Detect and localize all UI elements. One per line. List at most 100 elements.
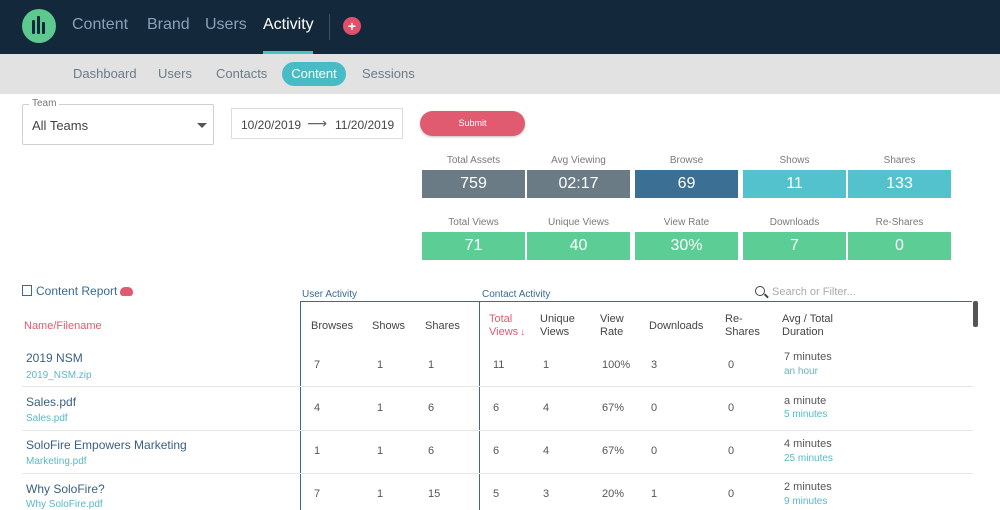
solofire-logo-icon[interactable] bbox=[22, 9, 56, 43]
search-icon[interactable] bbox=[755, 286, 765, 296]
top-navigation-bar: Content Brand Users Activity + bbox=[0, 0, 1000, 54]
cell-browses: 7 bbox=[314, 488, 321, 500]
team-select[interactable]: Team All Teams bbox=[22, 98, 214, 145]
stat-view-rate: 30% bbox=[635, 232, 738, 260]
asset-name-link[interactable]: Why SoloFire? bbox=[26, 482, 105, 496]
submit-button[interactable]: Submit bbox=[420, 111, 525, 136]
stat-shows: 11 bbox=[743, 170, 846, 198]
cell-view-rate: 67% bbox=[602, 402, 625, 414]
table-scrollbar[interactable] bbox=[973, 301, 978, 327]
cell-downloads: 0 bbox=[651, 402, 658, 414]
chevron-down-icon bbox=[197, 123, 207, 128]
nav-divider bbox=[329, 14, 330, 40]
cloud-download-icon[interactable] bbox=[120, 287, 133, 296]
asset-filename-link[interactable]: Marketing.pdf bbox=[26, 456, 87, 467]
row-divider bbox=[22, 430, 973, 431]
date-end[interactable]: 11/20/2019 bbox=[335, 118, 395, 132]
search-input[interactable] bbox=[772, 284, 972, 300]
col-view-rate-line2: Rate bbox=[600, 326, 624, 338]
cell-total-duration: 25 minutes bbox=[784, 453, 833, 464]
stat-label-browse: Browse bbox=[669, 155, 704, 166]
col-browses[interactable]: Browses bbox=[311, 320, 354, 332]
stat-label-total-assets: Total Assets bbox=[446, 155, 501, 166]
cell-total-views: 11 bbox=[493, 359, 505, 371]
cell-browses: 4 bbox=[314, 402, 321, 414]
cell-shares: 6 bbox=[428, 445, 435, 457]
asset-name-link[interactable]: 2019 NSM bbox=[26, 351, 83, 365]
cell-reshares: 0 bbox=[728, 445, 735, 457]
asset-filename-link[interactable]: 2019_NSM.zip bbox=[26, 370, 92, 381]
cell-view-rate: 67% bbox=[602, 445, 625, 457]
stat-label-view-rate: View Rate bbox=[663, 217, 710, 228]
add-button[interactable]: + bbox=[343, 17, 361, 35]
col-downloads[interactable]: Downloads bbox=[649, 320, 704, 332]
cell-reshares: 0 bbox=[728, 402, 735, 414]
col-shares[interactable]: Shares bbox=[425, 320, 460, 332]
topnav-users[interactable]: Users bbox=[205, 16, 247, 33]
cell-browses: 1 bbox=[314, 445, 321, 457]
report-title-text: Content Report bbox=[36, 284, 118, 298]
sort-descending-icon: ↓ bbox=[520, 327, 526, 338]
subnav-sessions[interactable]: Sessions bbox=[362, 66, 415, 81]
stat-label-total-views: Total Views bbox=[448, 217, 499, 228]
cell-shows: 1 bbox=[377, 359, 384, 371]
col-total-views-line2: Views bbox=[489, 326, 519, 338]
user-activity-divider bbox=[300, 301, 301, 510]
table-header-divider bbox=[300, 301, 972, 302]
col-duration-line1: Avg / Total bbox=[782, 313, 833, 325]
stat-label-avg-viewing: Avg Viewing bbox=[551, 155, 606, 166]
asset-filename-link[interactable]: Sales.pdf bbox=[26, 413, 68, 424]
row-divider bbox=[22, 473, 973, 474]
team-value: All Teams bbox=[32, 118, 89, 133]
stat-reshares: 0 bbox=[848, 232, 951, 260]
col-unique-line1: Unique bbox=[540, 313, 575, 325]
topnav-brand[interactable]: Brand bbox=[147, 16, 190, 33]
col-shows[interactable]: Shows bbox=[372, 320, 406, 332]
col-total-views-line1: Total bbox=[489, 313, 513, 325]
subnav-users[interactable]: Users bbox=[158, 66, 192, 81]
cell-unique-views: 4 bbox=[543, 402, 550, 414]
asset-name-link[interactable]: Sales.pdf bbox=[26, 395, 77, 409]
col-reshares[interactable]: Re- Shares bbox=[725, 313, 760, 339]
col-view-rate[interactable]: View Rate bbox=[600, 313, 624, 339]
cell-downloads: 1 bbox=[651, 488, 658, 500]
cell-unique-views: 4 bbox=[543, 445, 550, 457]
cell-shows: 1 bbox=[377, 402, 384, 414]
col-duration[interactable]: Avg / Total Duration bbox=[782, 313, 833, 339]
date-range-picker[interactable]: 10/20/2019 ⟶ 11/20/2019 bbox=[231, 108, 403, 139]
cell-view-rate: 20% bbox=[602, 488, 625, 500]
cell-total-duration: 5 minutes bbox=[784, 409, 828, 420]
cell-shows: 1 bbox=[377, 488, 384, 500]
topnav-content[interactable]: Content bbox=[72, 16, 129, 33]
date-start[interactable]: 10/20/2019 bbox=[241, 118, 302, 132]
stat-unique-views: 40 bbox=[527, 232, 630, 260]
col-unique-views[interactable]: Unique Views bbox=[540, 313, 575, 339]
col-view-rate-line1: View bbox=[600, 313, 624, 325]
cell-browses: 7 bbox=[314, 359, 321, 371]
cell-shares: 15 bbox=[428, 488, 441, 500]
stat-shares: 133 bbox=[848, 170, 951, 198]
asset-name-link[interactable]: SoloFire Empowers Marketing bbox=[26, 438, 187, 452]
cell-downloads: 0 bbox=[651, 445, 658, 457]
col-reshares-line1: Re- bbox=[725, 313, 743, 325]
stat-label-unique-views: Unique Views bbox=[548, 217, 609, 228]
stat-total-assets: 759 bbox=[422, 170, 525, 198]
cell-avg-duration: 4 minutes bbox=[784, 438, 832, 450]
subnav-dashboard[interactable]: Dashboard bbox=[73, 66, 137, 81]
stat-label-downloads: Downloads bbox=[769, 217, 820, 228]
cell-total-duration: 9 minutes bbox=[784, 496, 828, 507]
cell-shows: 1 bbox=[377, 445, 384, 457]
col-unique-line2: Views bbox=[540, 326, 570, 338]
stat-downloads: 7 bbox=[743, 232, 846, 260]
asset-filename-link[interactable]: Why SoloFire.pdf bbox=[26, 499, 103, 510]
cell-shares: 1 bbox=[428, 359, 435, 371]
arrow-right-icon: ⟶ bbox=[307, 115, 328, 131]
col-total-views[interactable]: Total Views ↓ bbox=[489, 313, 525, 339]
cell-downloads: 3 bbox=[651, 359, 658, 371]
subnav-contacts[interactable]: Contacts bbox=[216, 66, 268, 81]
subnav-content[interactable]: Content bbox=[282, 62, 346, 86]
stat-avg-viewing: 02:17 bbox=[527, 170, 630, 198]
cell-view-rate: 100% bbox=[602, 359, 631, 371]
topnav-activity[interactable]: Activity bbox=[263, 16, 314, 33]
col-name[interactable]: Name/Filename bbox=[24, 320, 102, 332]
